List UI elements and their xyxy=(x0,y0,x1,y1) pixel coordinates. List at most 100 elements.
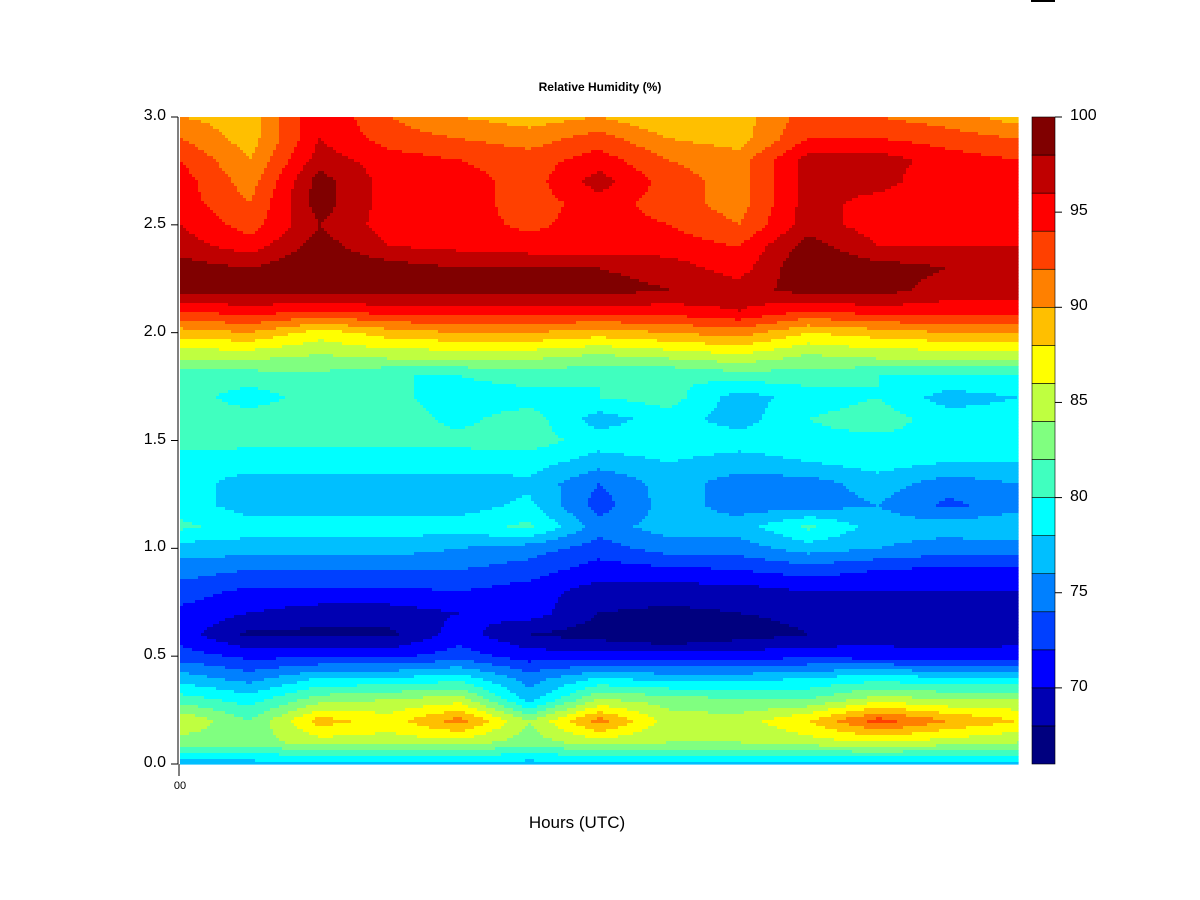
contour-band-cell xyxy=(300,138,319,142)
contour-band-cell xyxy=(258,141,280,145)
contour-band-cell xyxy=(651,303,685,307)
contour-band-cell xyxy=(774,636,1019,640)
contour-band-cell xyxy=(315,231,328,235)
contour-band-cell xyxy=(423,705,469,709)
contour-band-cell xyxy=(414,396,601,400)
contour-band-cell xyxy=(1002,480,1019,484)
contour-band-cell xyxy=(585,687,670,691)
contour-band-cell xyxy=(750,270,781,274)
contour-band-cell xyxy=(180,582,511,586)
contour-band-cell xyxy=(723,369,772,373)
contour-band-cell xyxy=(612,540,751,544)
contour-band-cell xyxy=(486,711,505,715)
contour-band-cell xyxy=(216,486,562,490)
contour-band-cell xyxy=(561,675,838,679)
contour-band-cell xyxy=(423,696,466,700)
contour-band-cell xyxy=(741,222,769,226)
contour-band-cell xyxy=(432,132,589,136)
contour-band-cell xyxy=(216,639,424,643)
contour-band-cell xyxy=(594,489,607,493)
contour-band-cell xyxy=(585,525,634,529)
contour-band-cell xyxy=(417,723,484,727)
contour-band-cell xyxy=(774,141,802,145)
contour-band-cell xyxy=(855,492,895,496)
contour-band-cell xyxy=(558,162,628,166)
contour-band-cell xyxy=(180,195,202,199)
contour-band-cell xyxy=(258,690,298,694)
contour-band-cell xyxy=(207,153,247,157)
contour-band-cell xyxy=(810,528,856,532)
contour-band-cell xyxy=(753,126,787,130)
contour-band-cell xyxy=(180,210,214,214)
contour-band-cell xyxy=(447,648,472,652)
contour-band-cell xyxy=(966,405,1019,409)
contour-band-cell xyxy=(888,117,991,121)
colorbar-tick-label: 100 xyxy=(1070,107,1097,124)
contour-band-cell xyxy=(846,225,1019,229)
contour-band-cell xyxy=(390,603,556,607)
contour-band-cell xyxy=(180,753,280,757)
contour-band-cell xyxy=(180,702,238,706)
contour-band-cell xyxy=(513,714,547,718)
contour-band-cell xyxy=(312,180,337,184)
contour-band-cell xyxy=(237,588,433,592)
contour-band-cell xyxy=(180,429,553,433)
contour-band-cell xyxy=(705,189,751,193)
contour-band-cell xyxy=(591,495,613,499)
contour-band-cell xyxy=(555,195,643,199)
contour-band-cell xyxy=(180,732,190,736)
contour-band-cell xyxy=(939,729,1019,733)
contour-band-cell xyxy=(621,561,790,565)
contour-band-cell xyxy=(180,126,214,130)
contour-band-cell xyxy=(282,747,496,751)
contour-band-cell xyxy=(612,507,652,511)
contour-band-cell xyxy=(516,678,547,682)
contour-band-cell xyxy=(714,144,745,148)
contour-band-cell xyxy=(762,315,1019,319)
contour-band-cell xyxy=(405,123,508,127)
contour-band-cell xyxy=(270,201,292,205)
contour-band-cell xyxy=(291,225,319,229)
contour-band-cell xyxy=(858,495,892,499)
contour-band-cell xyxy=(549,420,586,424)
contour-band-cell xyxy=(639,207,712,211)
contour-band-cell xyxy=(630,546,772,550)
contour-band-cell xyxy=(300,117,355,121)
contour-band-cell xyxy=(705,183,751,187)
contour-band-cell xyxy=(900,261,1019,265)
contour-band-cell xyxy=(609,720,634,724)
contour-band-cell xyxy=(894,408,1019,412)
contour-band-cell xyxy=(540,681,577,685)
contour-band-cell xyxy=(651,498,706,502)
contour-band-cell xyxy=(378,234,694,238)
colorbar-swatch xyxy=(1031,649,1056,689)
contour-band-cell xyxy=(546,693,571,697)
contour-band-cell xyxy=(180,672,190,676)
contour-band-cell xyxy=(792,345,850,349)
contour-band-cell xyxy=(291,216,316,220)
contour-band-cell xyxy=(231,141,259,145)
contour-band-cell xyxy=(705,195,751,199)
contour-band-cell xyxy=(543,357,670,361)
contour-band-cell xyxy=(705,198,751,202)
contour-band-cell xyxy=(780,273,934,277)
contour-band-cell xyxy=(888,153,982,157)
contour-band-cell xyxy=(906,714,973,718)
contour-band-cell xyxy=(843,210,1019,214)
contour-band-cell xyxy=(486,705,505,709)
contour-band-cell xyxy=(246,198,253,202)
contour-band-cell xyxy=(765,225,793,229)
contour-band-cell xyxy=(369,138,466,142)
contour-band-cell xyxy=(735,318,742,322)
contour-band-cell xyxy=(246,153,253,157)
contour-band-cell xyxy=(180,558,529,562)
contour-band-cell xyxy=(180,396,217,400)
contour-band-cell xyxy=(276,327,385,331)
contour-band-cell xyxy=(315,213,331,217)
contour-band-cell xyxy=(243,195,253,199)
contour-band-cell xyxy=(225,171,265,175)
contour-band-cell xyxy=(507,687,559,691)
contour-band-cell xyxy=(945,405,967,409)
contour-band-cell xyxy=(597,483,601,487)
contour-band-cell xyxy=(525,726,535,730)
